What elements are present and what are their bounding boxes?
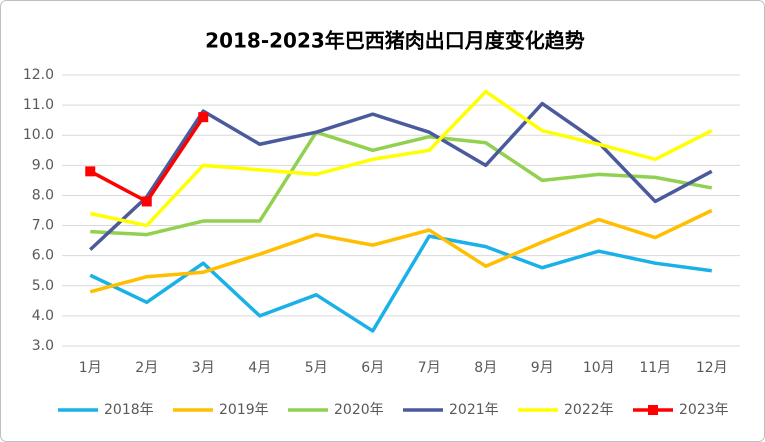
x-tick-label: 7月 bbox=[418, 360, 441, 376]
point-marker bbox=[85, 166, 96, 177]
x-tick-label: 8月 bbox=[474, 360, 497, 376]
series-line bbox=[89, 234, 712, 333]
y-tick-label: 3.0 bbox=[32, 338, 54, 354]
y-tick-label: 8.0 bbox=[32, 187, 54, 203]
x-tick-label: 1月 bbox=[79, 360, 102, 376]
legend-label: 2020年 bbox=[334, 402, 384, 418]
y-tick-label: 9.0 bbox=[32, 157, 54, 173]
x-tick-label: 4月 bbox=[248, 360, 271, 376]
x-tick-label: 12月 bbox=[696, 360, 728, 376]
y-tick-label: 6.0 bbox=[32, 248, 54, 264]
y-tick-label: 11.0 bbox=[23, 97, 54, 113]
y-tick-label: 10.0 bbox=[23, 127, 54, 143]
x-tick-label: 11月 bbox=[639, 360, 671, 376]
y-tick-label: 12.0 bbox=[23, 67, 54, 83]
legend-label: 2022年 bbox=[564, 402, 614, 418]
series-line bbox=[89, 101, 713, 251]
x-tick-label: 5月 bbox=[305, 360, 328, 376]
legend-label: 2018年 bbox=[104, 402, 154, 418]
x-tick-label: 10月 bbox=[583, 360, 615, 376]
series-line bbox=[89, 208, 713, 294]
x-tick-label: 2月 bbox=[135, 360, 158, 376]
legend-label: 2023年 bbox=[679, 402, 729, 418]
series-line bbox=[89, 89, 713, 228]
chart-title: 2018-2023年巴西猪肉出口月度变化趋势 bbox=[205, 29, 585, 53]
y-tick-label: 5.0 bbox=[32, 278, 54, 294]
legend-marker bbox=[648, 405, 658, 415]
x-tick-label: 9月 bbox=[531, 360, 554, 376]
y-tick-label: 7.0 bbox=[32, 218, 54, 234]
point-marker bbox=[141, 196, 152, 207]
point-marker bbox=[198, 112, 209, 123]
legend-label: 2021年 bbox=[449, 402, 499, 418]
x-tick-label: 6月 bbox=[361, 360, 384, 376]
legend-label: 2019年 bbox=[219, 402, 269, 418]
x-tick-label: 3月 bbox=[192, 360, 215, 376]
series-line bbox=[90, 130, 713, 237]
y-tick-label: 4.0 bbox=[32, 308, 54, 324]
